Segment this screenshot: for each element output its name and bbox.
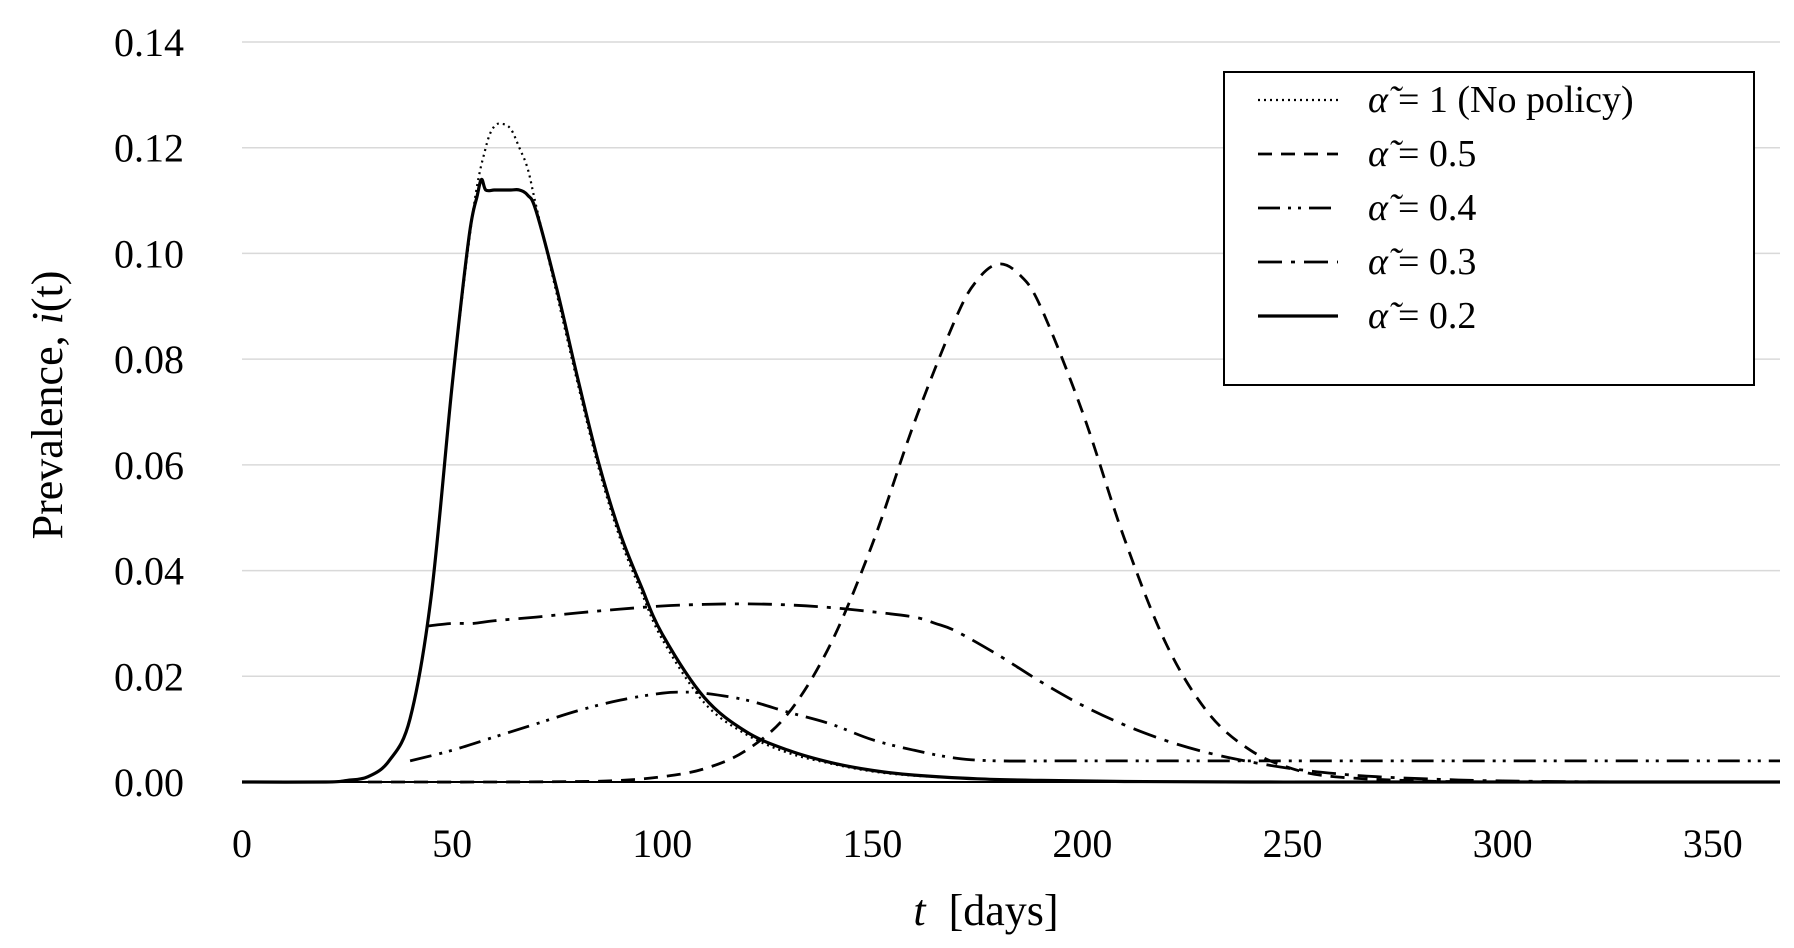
y-tick-label: 0.00 xyxy=(114,760,184,805)
y-tick-label: 0.02 xyxy=(114,654,184,699)
series-lines xyxy=(241,122,1781,784)
y-tick-label: 0.12 xyxy=(114,126,184,171)
y-tick-label: 0.10 xyxy=(114,231,184,276)
x-tick-label: 50 xyxy=(432,821,472,866)
y-axis-title: Prevalence, i(t) xyxy=(23,271,72,540)
y-tick-label: 0.08 xyxy=(114,337,184,382)
x-tick-label: 200 xyxy=(1052,821,1112,866)
legend-box xyxy=(1223,71,1755,386)
series-line-dash-dot xyxy=(426,602,1781,784)
legend-label: α̃ = 0.2 xyxy=(1368,295,1476,337)
legend-label: α̃ = 0.4 xyxy=(1368,187,1476,229)
x-axis-title: t [days] xyxy=(913,886,1058,935)
legend-label: α̃ = 0.5 xyxy=(1368,133,1476,175)
y-tick-labels: 0.00 0.02 0.04 0.06 0.08 0.10 0.12 0.14 xyxy=(114,20,184,805)
x-tick-label: 250 xyxy=(1263,821,1323,866)
series-line-dashed xyxy=(368,262,1503,784)
legend-label: α̃ = 1 (No policy) xyxy=(1368,79,1634,121)
legend-label: α̃ = 0.3 xyxy=(1368,241,1476,283)
x-tick-label: 350 xyxy=(1683,821,1743,866)
x-tick-label: 100 xyxy=(632,821,692,866)
x-tick-label: 300 xyxy=(1473,821,1533,866)
x-tick-labels: 0 50 100 150 200 250 300 350 xyxy=(232,821,1743,866)
y-tick-label: 0.06 xyxy=(114,443,184,488)
legend: α̃ = 1 (No policy) α̃ = 0.5 α̃ = 0.4 α̃ = 0.3 α̃… xyxy=(1223,71,1755,386)
y-tick-label: 0.04 xyxy=(114,549,184,594)
x-tick-label: 150 xyxy=(842,821,902,866)
series-line-dash-dot-dot xyxy=(409,690,1780,763)
y-tick-label: 0.14 xyxy=(114,20,184,65)
x-tick-label: 0 xyxy=(232,821,252,866)
series-line-solid xyxy=(241,177,1780,784)
